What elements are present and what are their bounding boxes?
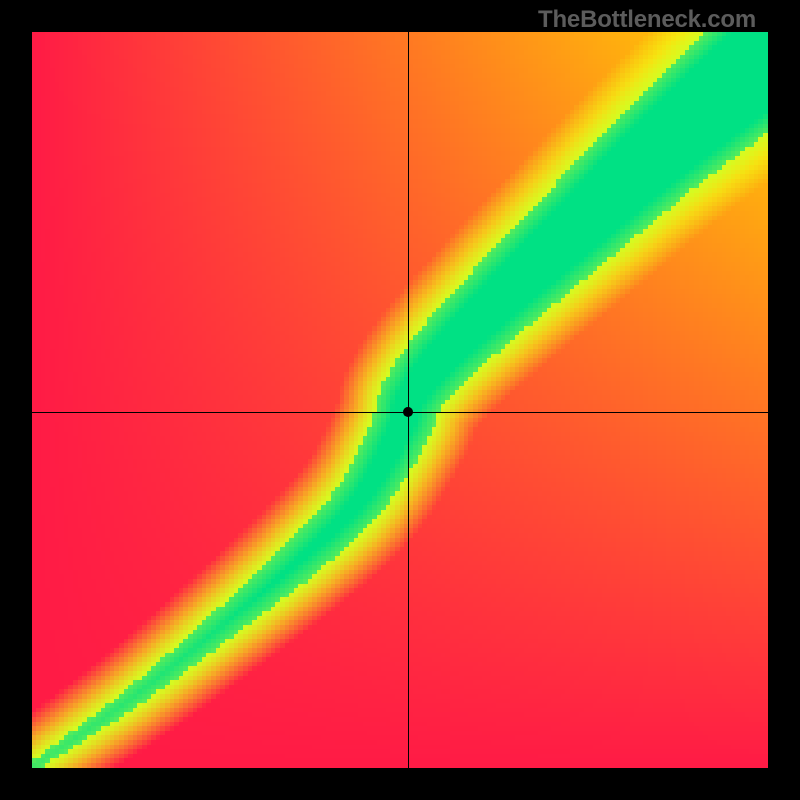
watermark-text: TheBottleneck.com [538, 6, 756, 34]
chart-container: TheBottleneck.com [0, 0, 800, 800]
bottleneck-heatmap-canvas [0, 0, 800, 800]
